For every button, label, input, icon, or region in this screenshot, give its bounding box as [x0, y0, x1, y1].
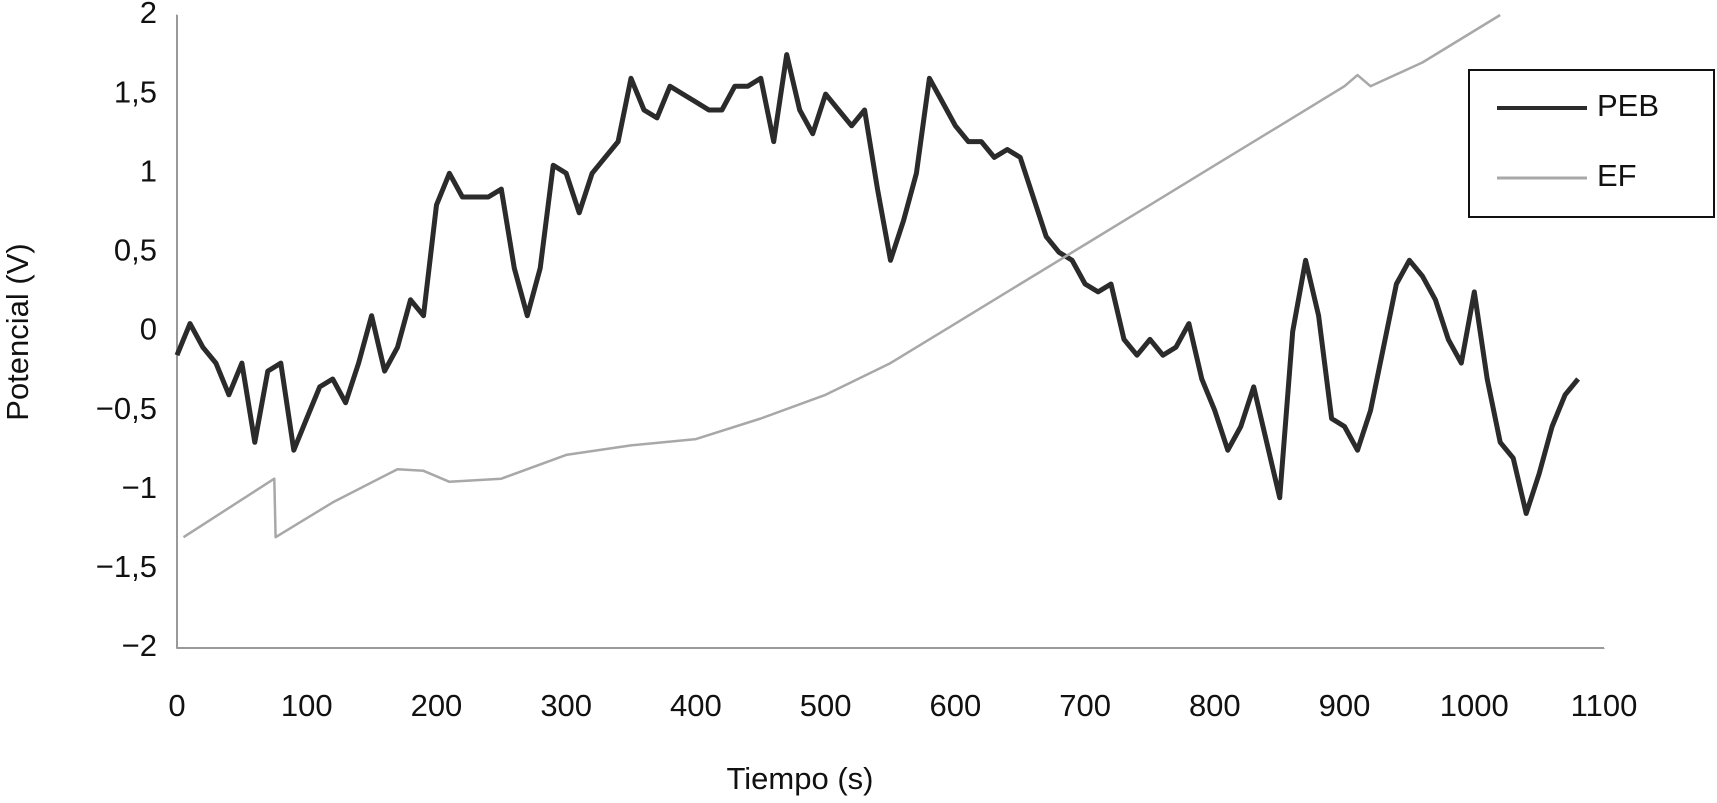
x-tick-label: 300	[540, 688, 592, 723]
x-tick-label: 400	[670, 688, 722, 723]
x-tick-label: 200	[411, 688, 463, 723]
series-line	[174, 52, 1581, 516]
y-tick-label: −1	[122, 470, 157, 505]
x-tick-label: 700	[1059, 688, 1111, 723]
y-tick-label: 0	[140, 312, 157, 347]
y-tick-label: −0,5	[96, 391, 157, 426]
x-tick-label: 500	[800, 688, 852, 723]
x-tick-label: 900	[1319, 688, 1371, 723]
x-tick-label: 1100	[1571, 688, 1638, 723]
y-tick-label: 2	[140, 0, 157, 30]
y-tick-label: 1	[140, 153, 157, 188]
y-tick-label: 1,5	[114, 74, 157, 109]
x-tick-label: 100	[281, 688, 333, 723]
legend-label: EF	[1597, 158, 1637, 193]
series-line	[182, 13, 1501, 539]
x-tick-label: 1000	[1440, 688, 1509, 723]
x-tick-label: 0	[168, 688, 185, 723]
x-axis-title: Tiempo (s)	[727, 761, 874, 796]
legend	[1468, 69, 1715, 218]
y-tick-label: −2	[122, 628, 157, 663]
legend-label: PEB	[1597, 88, 1659, 123]
y-axis-title: Potencial (V)	[0, 243, 35, 420]
x-tick-label: 600	[929, 688, 981, 723]
x-tick-label: 800	[1189, 688, 1241, 723]
y-tick-label: −1,5	[96, 549, 157, 584]
y-tick-label: 0,5	[114, 233, 157, 268]
